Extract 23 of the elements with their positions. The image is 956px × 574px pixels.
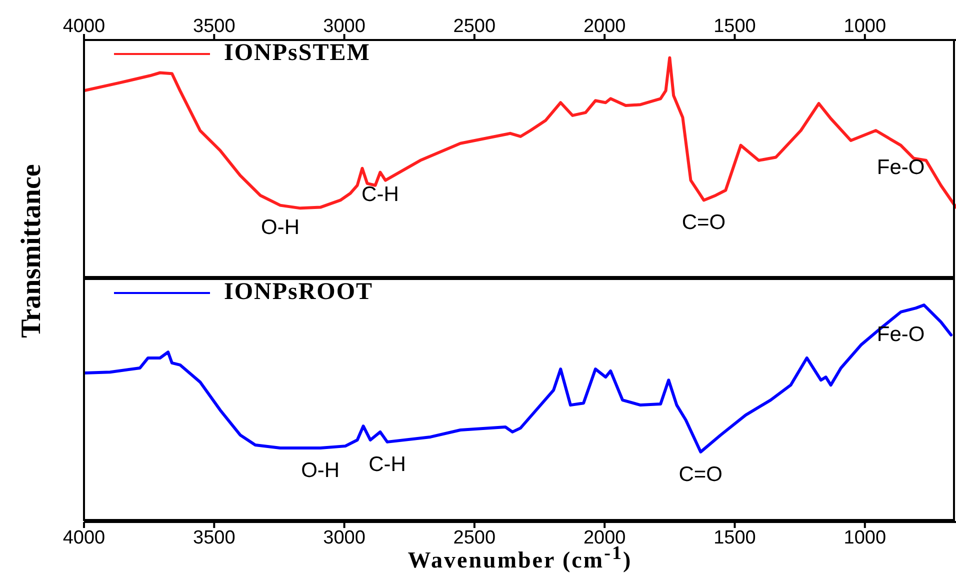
x-tick-label: 1500: [714, 16, 756, 37]
x-tick-label: 1500: [714, 527, 756, 548]
x-tick-label: 3500: [193, 527, 236, 548]
x-tick-label: 4000: [62, 527, 106, 548]
annotation: Fe-O: [876, 156, 925, 180]
x-tick-label: 1000: [844, 16, 886, 37]
x-tick-label: 3000: [323, 16, 366, 37]
x-tick-label: 3500: [193, 16, 236, 37]
x-tick-label: 2000: [583, 16, 626, 37]
annotation: C-H: [368, 452, 406, 476]
x-tick-label: 4000: [62, 16, 106, 37]
annotation: C-H: [362, 183, 399, 206]
annotation: C=O: [682, 211, 726, 234]
annotation: O-H: [301, 458, 340, 482]
legend-label: IONPsSTEM: [224, 40, 370, 67]
annotation: Fe-O: [876, 322, 925, 346]
annotation: O-H: [261, 216, 300, 240]
annotation: C=O: [678, 462, 723, 486]
legend-label: IONPsROOT: [224, 279, 374, 306]
x-tick-label: 1000: [844, 527, 886, 548]
y-axis-title: Transmittance: [16, 164, 48, 338]
x-tick-label: 2500: [453, 16, 496, 37]
x-tick-label: 3000: [323, 527, 366, 548]
